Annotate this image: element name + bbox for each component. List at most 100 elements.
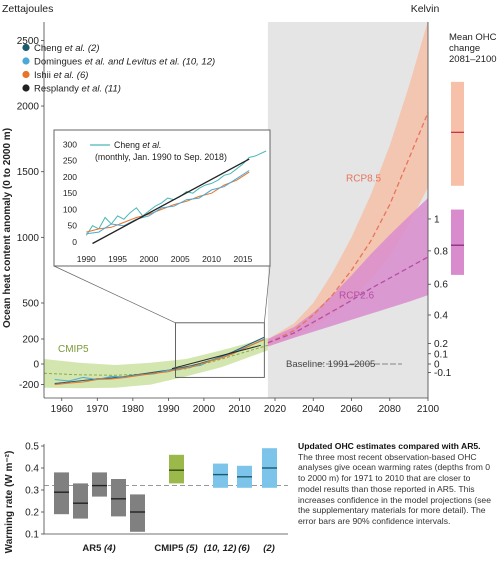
y-tick-label: -200 — [19, 380, 39, 391]
obs-series-3 — [54, 339, 265, 386]
mean-ohc-title-line: Mean OHC — [449, 32, 497, 43]
error-bar-range — [73, 483, 88, 519]
bar-group-label: (10, 12) — [204, 543, 237, 554]
x-tick-label: 2000 — [193, 404, 216, 415]
bar-group-cite: (2) — [263, 543, 275, 554]
right-tick-label: 0.2 — [434, 339, 448, 350]
x-tick-label: 2080 — [379, 404, 402, 415]
bar-group-name: CMIP5 — [154, 543, 186, 554]
right-tick-label: 0.6 — [434, 280, 448, 291]
inset-series-4 — [92, 158, 250, 245]
legend-entry: Resplandy et al. (11) — [34, 84, 121, 95]
x-tick-label: 1990 — [157, 404, 180, 415]
inset-series-3 — [86, 170, 250, 235]
inset-x-tick-label: 2005 — [171, 254, 190, 264]
inset-x-tick-label: 1995 — [108, 254, 127, 264]
left-axis-unit: Zettajoules — [2, 3, 53, 15]
bar-y-tick-label: 0.4 — [25, 464, 39, 475]
bar-group-label: (6) — [238, 543, 250, 554]
baseline-label: Baseline: 1991–2005 — [286, 359, 375, 370]
x-tick-label: 2060 — [340, 404, 363, 415]
x-tick-label: 2010 — [228, 404, 251, 415]
y-tick-label: 0 — [33, 360, 39, 371]
legend-name: Cheng — [34, 43, 65, 54]
bottom-y-axis-title: Warming rate (W m⁻²) — [4, 451, 15, 554]
obs-series-4 — [171, 344, 261, 370]
inset-x-tick-label: 1990 — [77, 254, 96, 264]
error-bar-range — [213, 463, 228, 488]
error-bar-range — [111, 479, 126, 517]
legend-cite: et al. and Levitus et al. (10, 12) — [85, 57, 215, 68]
scenario-mean-rcp85 — [267, 112, 429, 344]
bar-group-label: CMIP5 (5) — [154, 543, 197, 554]
legend-marker — [22, 57, 30, 65]
x-tick-label: 2040 — [302, 404, 325, 415]
mean-ohc-title-line: change — [449, 43, 480, 54]
right-tick-label: 0.1 — [434, 349, 448, 360]
caption-body: The three most recent observation-based … — [298, 451, 491, 526]
bar-group-cite: (4) — [104, 543, 116, 554]
inset-y-tick-label: 300 — [63, 139, 77, 149]
y-tick-label: 2000 — [17, 102, 40, 113]
inset-y-tick-label: 0 — [72, 237, 77, 247]
legend-cite: et al. (2) — [65, 43, 100, 54]
legend-entry: Cheng et al. (2) — [34, 43, 100, 54]
x-tick-label: 2020 — [264, 404, 287, 415]
x-tick-label: 1970 — [86, 404, 109, 415]
scenario-range-rcp26 — [267, 198, 428, 347]
main-plot: Baseline: 1991–2005 RCP8.5 RCP2.6 CMIP5 -200… — [17, 20, 452, 415]
inset-legend-name: Cheng — [114, 140, 142, 150]
zoom-box — [175, 322, 265, 378]
y-tick-label: 1500 — [17, 167, 40, 178]
x-tick-label: 2100 — [417, 404, 440, 415]
rcp85-label: RCP8.5 — [346, 174, 381, 185]
legend-marker — [22, 43, 30, 52]
inset-y-tick-label: 50 — [68, 221, 78, 231]
legend-entry: Ishii et al. (6) — [34, 70, 88, 81]
error-bar-range — [169, 454, 184, 484]
legend-marker — [22, 70, 30, 79]
bar-group-label: AR5 (4) — [82, 543, 115, 554]
bar-y-tick-label: 0.1 — [25, 530, 39, 541]
cmip5-label: CMIP5 — [58, 344, 89, 355]
mean-ohc-range-rcp26 — [451, 209, 464, 275]
rcp26-label: RCP2.6 — [339, 290, 374, 301]
inset-y-tick-label: 200 — [63, 172, 77, 182]
legend-cite: et al. (11) — [82, 84, 121, 95]
bar-group-name: AR5 — [82, 543, 104, 554]
inset-legend-detail: (monthly, Jan. 1990 to Sep. 2018) — [95, 152, 227, 162]
legend-cite: et al. (6) — [54, 70, 89, 81]
right-tick-label: -0.1 — [434, 368, 452, 379]
bar-group-label: (2) — [263, 543, 275, 554]
legend-name: Resplandy — [34, 84, 82, 95]
figure-caption: Updated OHC estimates compared with AR5.… — [298, 441, 494, 527]
right-tick-label: 0.4 — [434, 311, 448, 322]
right-tick-label: 0 — [434, 360, 440, 371]
legend-name: Domingues — [34, 57, 85, 68]
y-tick-label: 1000 — [17, 233, 40, 244]
bar-y-tick-label: 0.3 — [25, 486, 39, 497]
error-bar-range — [92, 472, 107, 497]
zoom-connector — [53, 265, 176, 324]
y-axis-title: Ocean heat content anomaly (0 to 2000 m) — [2, 128, 13, 328]
legend-entry: Domingues et al. and Levitus et al. (10,… — [34, 57, 215, 68]
caption-title: Updated OHC estimates compared with AR5. — [298, 441, 481, 451]
x-tick-label: 1980 — [122, 404, 145, 415]
inset-y-tick-label: 250 — [63, 156, 77, 166]
y-tick-label: 2500 — [17, 36, 40, 47]
cmip5-range — [44, 337, 268, 389]
mean-ohc-range-rcp85 — [451, 81, 464, 186]
y-tick-label: 500 — [22, 299, 39, 310]
x-tick-label: 1960 — [51, 404, 74, 415]
inset-x-tick-label: 2015 — [233, 254, 252, 264]
inset-plot: 0 50 100 150 200 250 300 1990 1995 2000 2005 2010 20… — [53, 129, 271, 267]
inset-legend-title: Cheng et al. — [114, 140, 161, 150]
bar-group-cite: (6) — [238, 543, 250, 554]
inset-legend-cite: et al. — [142, 140, 161, 150]
zoom-connector — [263, 265, 271, 323]
legend: Cheng et al. (2) Domingues et al. and Lev… — [22, 43, 215, 95]
legend-name: Ishii — [34, 70, 54, 81]
bar-y-tick-label: 0.5 — [25, 442, 39, 453]
